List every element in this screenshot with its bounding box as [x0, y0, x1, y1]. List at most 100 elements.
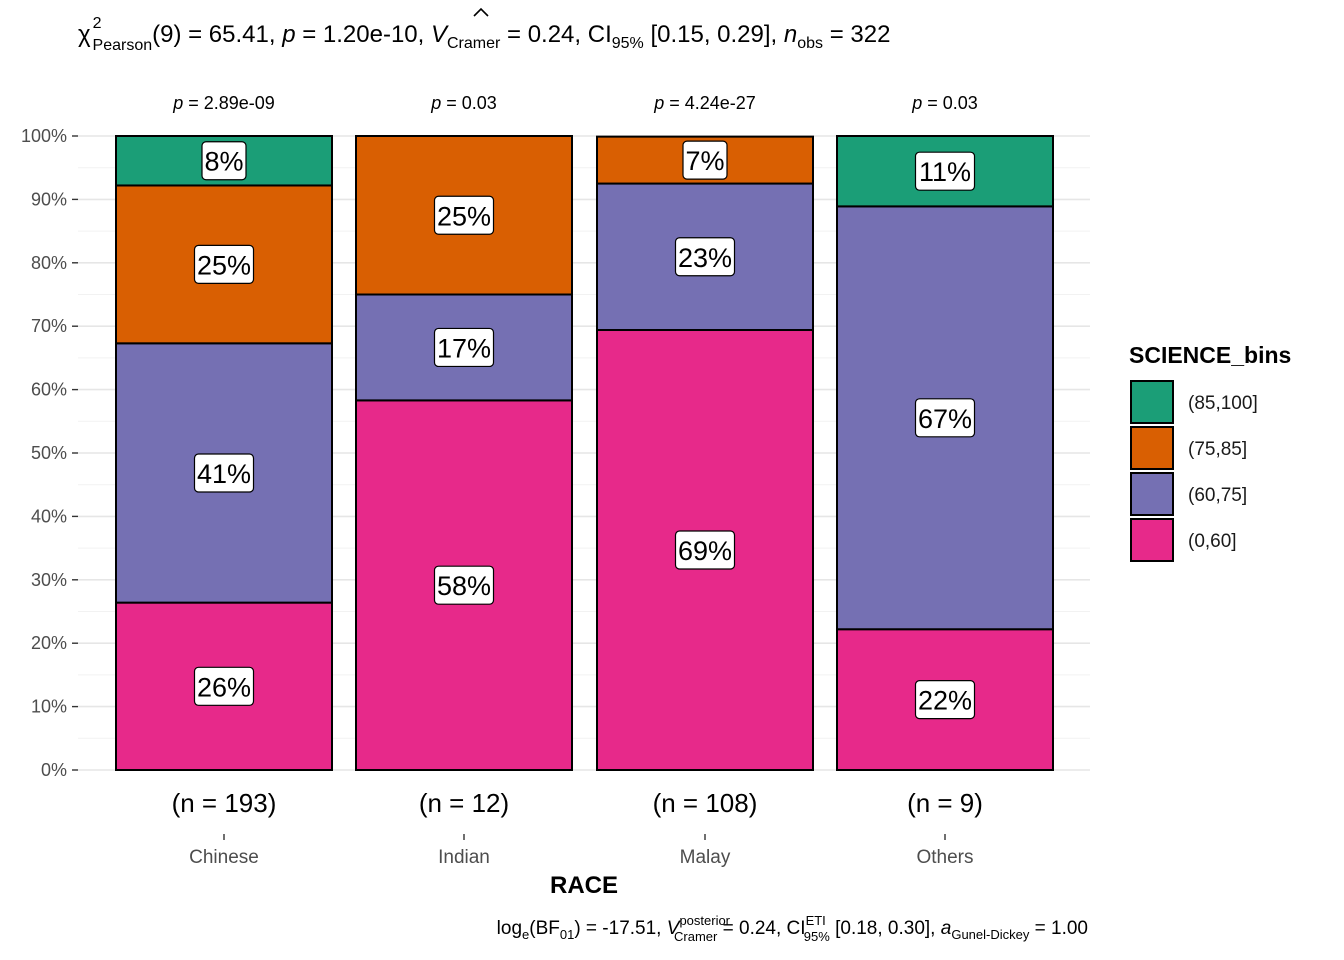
sample-size-label: (n = 193): [172, 788, 277, 818]
segment-label: 67%: [918, 404, 972, 434]
segment-label-box: [914, 151, 976, 191]
segment-label-box: [193, 453, 255, 493]
p-symbol: p: [653, 93, 664, 113]
footer-v-subscript: Cramer: [674, 929, 718, 944]
footer-a-symbol: a: [941, 918, 952, 939]
footer-part4: = 1.00: [1029, 918, 1088, 939]
footer-v-symbol: V: [667, 918, 682, 939]
segment-label-box: [433, 195, 495, 235]
header-n-subscript: obs: [797, 35, 823, 52]
footer-part3: [0.18, 0.30],: [830, 918, 941, 939]
segment-label: 26%: [197, 672, 251, 702]
segment-label: 25%: [437, 201, 491, 231]
segment-label: 58%: [437, 571, 491, 601]
y-tick-label: 40%: [31, 506, 67, 526]
footer-ci-subscript: 95%: [804, 929, 830, 944]
p-value-text: = 2.89e-09: [183, 93, 275, 113]
segment-label: 41%: [197, 459, 251, 489]
header-part4: [0.15, 0.29],: [644, 21, 784, 48]
footer-log: log: [497, 918, 522, 939]
y-tick-label: 80%: [31, 253, 67, 273]
x-tick-label: Chinese: [189, 847, 259, 868]
p-value-text: = 0.03: [922, 93, 978, 113]
legend-title: SCIENCE_bins: [1129, 342, 1291, 368]
y-tick-label: 10%: [31, 697, 67, 717]
y-axis: 0% 10% 20% 30% 40% 50% 60% 70% 80% 90% 100%: [21, 126, 78, 780]
footer-part1: ) = -17.51,: [574, 918, 666, 939]
p-symbol: p: [911, 93, 922, 113]
segment-label-box: [682, 140, 728, 180]
p-value-labels: p = 2.89e-09 p = 0.03 p = 4.24e-27 p = 0.03: [172, 93, 978, 113]
segment-label: 17%: [437, 333, 491, 363]
y-tick-label: 50%: [31, 443, 67, 463]
segment-labels: 26% 41% 25% 8% 58% 17% 25% 69% 23% 7% 22% 67% 11%: [193, 140, 976, 720]
header-v-hat: [473, 7, 489, 17]
legend: SCIENCE_bins (85,100] (75,85] (60,75] (0,60…: [1129, 342, 1291, 562]
chi-subscript: Pearson: [93, 37, 153, 54]
p-value-label: p = 4.24e-27: [653, 93, 756, 113]
header-part5: = 322: [823, 21, 890, 48]
chart-footer-stats: loge(BF01) = -17.51, Vposterior Cramer = …: [497, 913, 1088, 944]
legend-label: (75,85]: [1188, 439, 1247, 460]
legend-label: (60,75]: [1188, 485, 1247, 506]
chi-superscript: 2: [93, 15, 102, 32]
sample-size-label: (n = 108): [653, 788, 758, 818]
footer-a-subscript: Gunel-Dickey: [951, 927, 1030, 942]
legend-swatch: [1130, 380, 1174, 424]
segment-label-box: [193, 244, 255, 284]
sample-size-label: (n = 12): [419, 788, 509, 818]
chart-title-stats: χ 2 Pearson(9) = 65.41, p = 1.20e-10, VCra…: [78, 15, 890, 54]
p-value-label: p = 0.03: [911, 93, 978, 113]
y-tick-label: 30%: [31, 570, 67, 590]
footer-ci-superscript: ETI: [806, 913, 826, 928]
sample-size-label: (n = 9): [907, 788, 983, 818]
p-value-text: = 0.03: [441, 93, 497, 113]
x-axis-title: RACE: [550, 872, 618, 899]
legend-swatch: [1130, 518, 1174, 562]
p-symbol: p: [430, 93, 441, 113]
footer-v-superscript: posterior: [679, 913, 730, 928]
header-part3: = 0.24, CI: [500, 21, 611, 48]
header-part1: (9) = 65.41,: [152, 21, 282, 48]
header-n-symbol: n: [784, 21, 797, 48]
p-value-text: = 4.24e-27: [664, 93, 756, 113]
legend-label: (85,100]: [1188, 393, 1258, 414]
segment-label: 22%: [918, 686, 972, 716]
segment-label: 25%: [197, 250, 251, 280]
segment-label-box: [914, 398, 976, 438]
chi-symbol: χ: [78, 21, 91, 48]
segment-label: 7%: [685, 146, 724, 176]
footer-log-subscript: e: [522, 927, 529, 942]
x-tick-label: Malay: [680, 847, 731, 868]
header-v-subscript: Cramer: [447, 35, 501, 52]
segment-label-box: [201, 141, 247, 181]
x-tick-label: Indian: [438, 847, 490, 868]
y-tick-label: 70%: [31, 316, 67, 336]
segment-label: 11%: [919, 157, 971, 187]
header-v-symbol: V: [431, 21, 449, 48]
segment-label: 8%: [204, 147, 243, 177]
p-symbol: p: [172, 93, 183, 113]
segment-label-box: [914, 680, 976, 720]
segment-label-box: [433, 565, 495, 605]
segment-label-box: [433, 327, 495, 368]
y-tick-label: 100%: [21, 126, 67, 146]
y-tick-label: 0%: [41, 760, 67, 780]
segment-label-box: [674, 237, 736, 277]
legend-swatch: [1130, 472, 1174, 516]
footer-part2: = 0.24, CI: [717, 918, 805, 939]
y-tick-label: 20%: [31, 633, 67, 653]
header-p-symbol: p: [281, 21, 295, 48]
segment-label: 23%: [678, 243, 732, 273]
y-tick-label: 90%: [31, 189, 67, 209]
segment-label-box: [674, 530, 736, 570]
segment-label-box: [193, 666, 255, 706]
header-ci-subscript: 95%: [612, 35, 644, 52]
legend-label: (0,60]: [1188, 531, 1237, 552]
p-value-label: p = 2.89e-09: [172, 93, 275, 113]
legend-swatch: [1130, 426, 1174, 470]
x-tick-label: Others: [916, 847, 973, 868]
x-axis: (n = 193) Chinese (n = 12) Indian (n = 108) M…: [172, 788, 983, 868]
segment-label: 69%: [678, 536, 732, 566]
